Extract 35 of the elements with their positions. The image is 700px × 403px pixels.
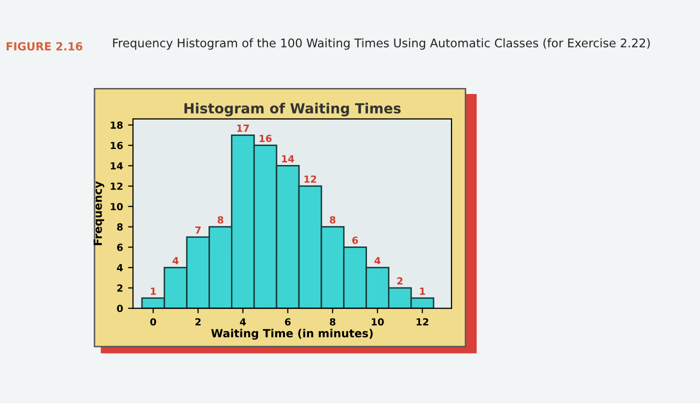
data-label: 1	[420, 288, 426, 295]
y-tick-label: 8	[117, 223, 123, 231]
data-label: 16	[260, 134, 272, 142]
data-label: 8	[330, 216, 336, 224]
data-label: 7	[195, 226, 201, 234]
y-tick-label: 16	[110, 142, 123, 150]
y-axis-title: Frequency	[94, 181, 104, 246]
chart-title: Histogram of Waiting Times	[184, 102, 401, 116]
y-tick-label: 10	[110, 202, 123, 210]
x-tick-label: 8	[330, 318, 336, 326]
data-label: 4	[374, 257, 380, 264]
data-label: 2	[397, 277, 402, 285]
y-tick-label: 14	[110, 162, 123, 170]
x-tick-label: 0	[150, 318, 156, 326]
data-label: 14	[282, 155, 294, 162]
x-tick-label: 10	[372, 318, 384, 326]
data-label: 4	[172, 257, 179, 264]
text: Frequency Histogram of the 100 Waiting Times Using Automatic Classes (for Exercise 2.22)	[113, 38, 650, 50]
y-tick-label: 12	[110, 182, 122, 190]
x-tick-label: 6	[284, 318, 291, 326]
data-label: 17	[237, 124, 249, 132]
x-axis-title: Waiting Time (in minutes)	[211, 328, 373, 340]
x-tick-label: 12	[416, 318, 428, 326]
y-tick-label: 0	[116, 304, 123, 312]
x-tick-label: 4	[240, 318, 246, 326]
y-tick-label: 4	[116, 264, 123, 272]
y-tick-label: 18	[110, 121, 123, 129]
data-label: 1	[150, 288, 156, 295]
data-label: 6	[352, 236, 358, 244]
x-tick-label: 2	[195, 318, 201, 326]
data-label: 12	[304, 175, 316, 183]
data-label: 8	[218, 216, 224, 224]
y-tick-label: 6	[117, 244, 123, 252]
y-tick-label: 2	[117, 284, 122, 292]
caption: FIGURE 2.16	[6, 42, 82, 51]
